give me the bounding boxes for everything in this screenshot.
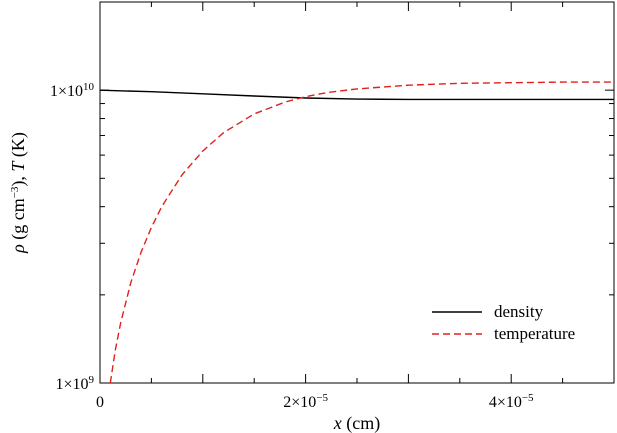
y-tick-label: 1×1010 <box>50 81 95 100</box>
series-group <box>99 81 614 384</box>
tick-labels: 0 2×10−5 4×10−5 1×109 1×1010 <box>50 81 534 411</box>
legend-label-temperature: temperature <box>494 324 575 343</box>
legend: density temperature <box>432 302 575 343</box>
series-line-temperature <box>109 81 614 384</box>
y-tick-label: 1×109 <box>55 374 94 393</box>
y-axis-label: ρ (g cm−3), T (K) <box>8 132 29 254</box>
x-tick-label: 2×10−5 <box>283 392 328 411</box>
x-axis-label: x (cm) <box>333 413 380 433</box>
legend-label-density: density <box>494 302 544 321</box>
ticks <box>99 1 615 384</box>
x-tick-label: 0 <box>96 394 104 411</box>
x-tick-label: 4×10−5 <box>489 392 534 411</box>
series-line-density <box>99 89 614 101</box>
